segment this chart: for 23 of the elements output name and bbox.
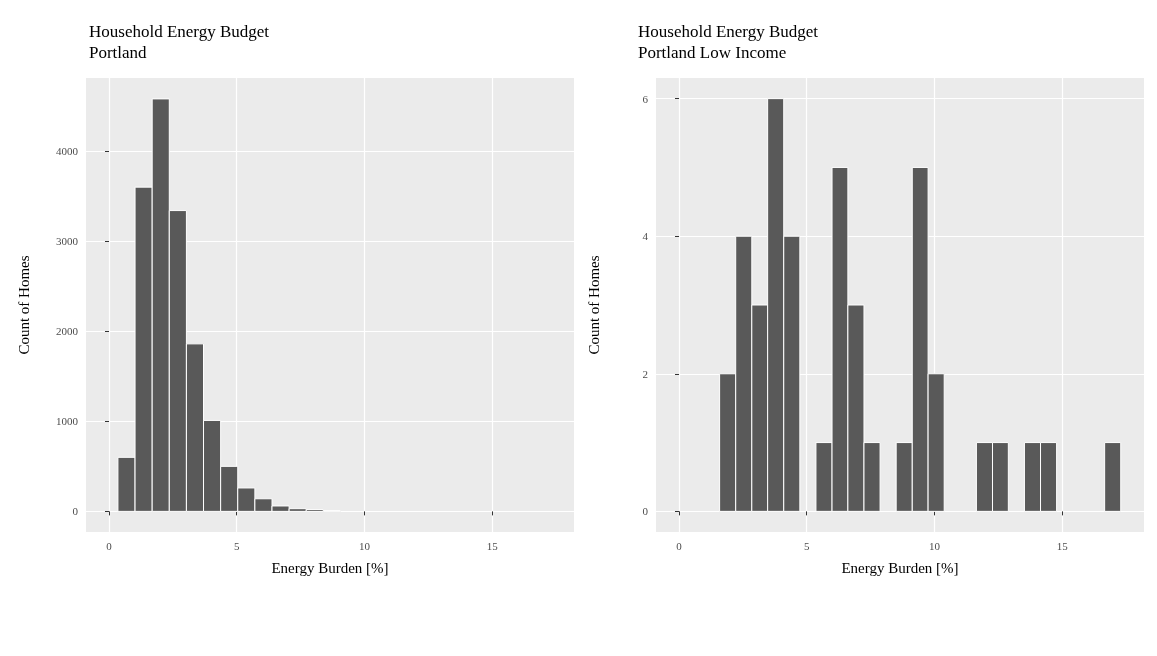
x-tick-label: 10: [928, 539, 941, 552]
y-tick-label: 4: [642, 230, 649, 243]
x-tick-label: 0: [106, 539, 113, 552]
x-tick-label: 15: [1056, 539, 1069, 552]
x-tick-label: 0: [676, 539, 683, 552]
chart-title: Household Energy Budget Portland: [89, 22, 270, 62]
y-tick-label: 2000: [56, 325, 79, 338]
y-tick-label: 0: [72, 505, 79, 518]
x-tick-label: 5: [233, 539, 240, 552]
y-tick-label: 6: [642, 92, 649, 105]
y-axis-title: Count of Homes: [15, 255, 32, 355]
x-tick-label: 10: [358, 539, 371, 552]
x-tick-label: 5: [803, 539, 810, 552]
y-tick-label: 2: [642, 367, 648, 380]
y-axis-title: Count of Homes: [585, 255, 602, 355]
x-axis-title: Energy Burden [%]: [271, 559, 389, 576]
y-tick-label: 1000: [56, 415, 79, 428]
x-axis-title: Energy Burden [%]: [841, 559, 959, 576]
y-tick-label: 0: [642, 505, 649, 518]
y-tick-label: 4000: [56, 145, 79, 158]
y-tick-label: 3000: [56, 235, 79, 248]
x-tick-label: 15: [486, 539, 499, 552]
chart-title: Household Energy Budget Portland Low Income: [638, 22, 819, 62]
